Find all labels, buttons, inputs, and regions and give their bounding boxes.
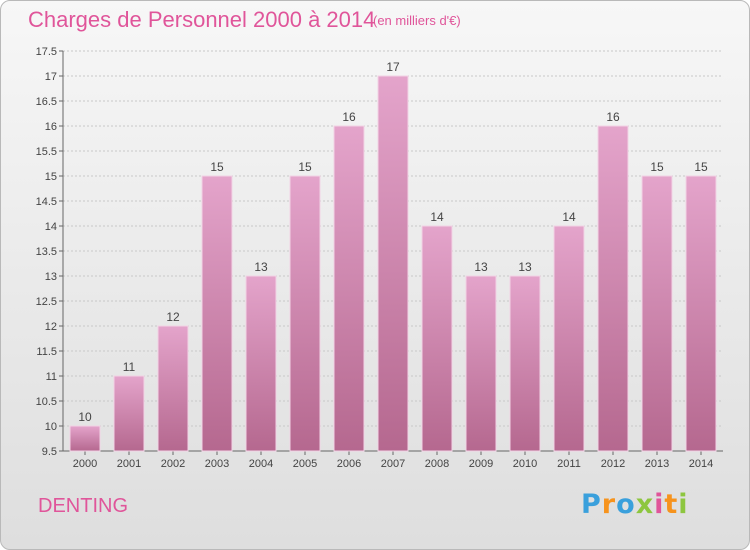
x-tick-label: 2007 [381, 458, 405, 470]
x-tick-label: 2011 [557, 458, 581, 470]
y-tick-label: 10.5 [36, 396, 57, 408]
bar [377, 75, 409, 452]
value-label: 13 [518, 260, 532, 274]
value-label: 15 [650, 160, 664, 174]
y-tick-label: 16.5 [36, 96, 57, 108]
y-tick-label: 17.5 [36, 46, 57, 58]
logo-letter: i [654, 489, 665, 520]
logo-letter: i [678, 489, 689, 520]
y-tick-label: 17 [45, 71, 57, 83]
logo-letter: r [601, 489, 617, 520]
x-tick-label: 2006 [337, 458, 361, 470]
bar [69, 425, 101, 452]
y-tick-label: 15 [45, 171, 57, 183]
x-tick-label: 2003 [205, 458, 229, 470]
logo-letter: o [616, 489, 636, 520]
proxiti-logo: Proxiti [581, 489, 689, 520]
value-label: 12 [166, 310, 180, 324]
value-label: 13 [254, 260, 268, 274]
bar [113, 375, 145, 452]
value-label: 14 [562, 210, 576, 224]
y-tick-label: 9.5 [42, 446, 57, 458]
y-tick-label: 14.5 [36, 196, 57, 208]
value-label: 11 [123, 360, 136, 374]
chart-title: Charges de Personnel 2000 à 2014 [28, 7, 376, 32]
y-tick-label: 13 [45, 271, 57, 283]
bar [465, 275, 497, 452]
bar [245, 275, 277, 452]
x-tick-label: 2000 [73, 458, 97, 470]
y-tick-label: 12 [45, 321, 57, 333]
y-tick-label: 11.5 [36, 346, 57, 358]
x-tick-label: 2004 [249, 458, 273, 470]
x-tick-label: 2001 [117, 458, 141, 470]
value-label: 15 [298, 160, 312, 174]
y-tick-label: 12.5 [36, 296, 57, 308]
x-tick-label: 2014 [689, 458, 713, 470]
x-tick-label: 2008 [425, 458, 449, 470]
y-tick-label: 11 [46, 371, 57, 383]
value-label: 15 [694, 160, 708, 174]
value-label: 16 [342, 110, 356, 124]
x-tick-label: 2002 [161, 458, 185, 470]
y-tick-label: 14 [45, 221, 57, 233]
town-name: DENTING [38, 495, 128, 517]
value-label: 13 [474, 260, 488, 274]
x-tick-label: 2013 [645, 458, 669, 470]
bar [641, 175, 673, 452]
value-label: 16 [606, 110, 620, 124]
bar [157, 325, 189, 452]
value-label: 10 [78, 410, 92, 424]
bar [509, 275, 541, 452]
y-tick-label: 16 [45, 121, 57, 133]
bar [685, 175, 717, 452]
bar [289, 175, 321, 452]
bar [597, 125, 629, 452]
value-label: 17 [386, 60, 400, 74]
logo-letter: P [581, 489, 602, 520]
value-label: 14 [430, 210, 444, 224]
y-tick-label: 13.5 [36, 246, 57, 258]
logo-letter: x [635, 489, 655, 520]
x-tick-label: 2012 [601, 458, 625, 470]
bar [333, 125, 365, 452]
chart-subtitle: (en milliers d'€) [373, 13, 461, 28]
bar [201, 175, 233, 452]
bar [553, 225, 585, 452]
x-tick-label: 2009 [469, 458, 493, 470]
y-tick-label: 15.5 [36, 146, 57, 158]
value-label: 15 [210, 160, 224, 174]
x-tick-label: 2010 [513, 458, 537, 470]
logo-letter: t [664, 489, 679, 520]
bar [421, 225, 453, 452]
y-tick-label: 10 [45, 421, 57, 433]
x-tick-label: 2005 [293, 458, 317, 470]
